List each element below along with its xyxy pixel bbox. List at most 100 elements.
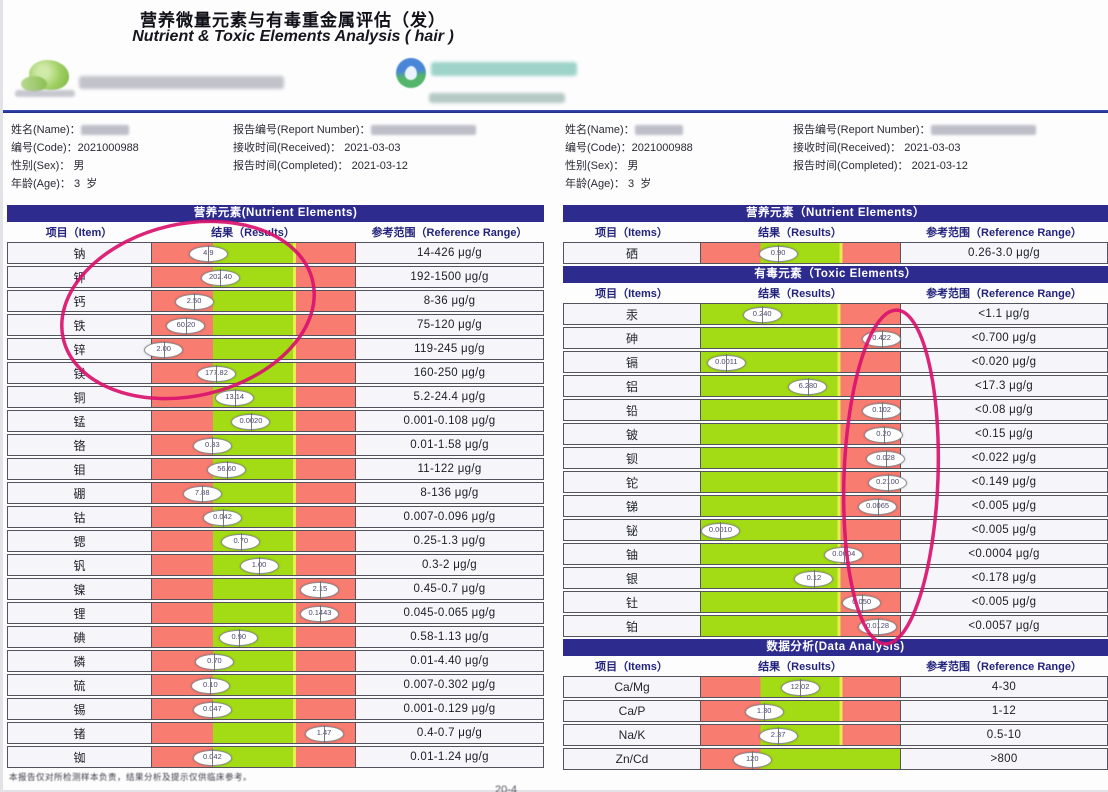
result-range-bar: 6.280 <box>701 376 901 396</box>
result-marker: 120 <box>732 751 772 769</box>
table-row: 钼 56.60 11-122 μg/g <box>7 458 544 480</box>
result-range-bar: 0.70 <box>152 651 356 671</box>
element-name: Ca/Mg <box>564 677 701 697</box>
reference-range: <0.022 μg/g <box>971 452 1037 464</box>
result-range-bar: 0.0010 <box>700 520 901 540</box>
result-marker: 0.422 <box>862 330 902 348</box>
result-range-bar: 2.37 <box>701 725 901 745</box>
reference-range: 11-122 μg/g <box>417 463 482 475</box>
result-range-bar: 60.20 <box>152 315 356 335</box>
table-row: 铁 60.20 75-120 μg/g <box>7 314 544 336</box>
table-row: 碘 0.90 0.58-1.13 μg/g <box>7 626 544 648</box>
element-name: 镍 <box>8 579 152 599</box>
table-row: 铊 0.2100 <0.149 μg/g <box>563 471 1108 493</box>
header-divider <box>3 110 1108 113</box>
completed-date: 2021-03-12 <box>911 160 968 172</box>
result-range-bar: 0.047 <box>152 699 356 719</box>
patient-name-redacted <box>634 125 683 136</box>
element-name: 铂 <box>564 616 701 636</box>
reference-range: <1.1 μg/g <box>978 308 1030 320</box>
section-band-analysis: 数据分析(Data Analysis) <box>563 639 1108 656</box>
table-row: 铜 13.14 5.2-24.4 μg/g <box>7 386 544 408</box>
result-marker: 0.33 <box>192 437 232 455</box>
result-marker: 2.37 <box>758 727 798 745</box>
leaf-icon <box>21 76 47 92</box>
table-row: 钾 202.40 192-1500 μg/g <box>7 266 544 288</box>
element-name: 铝 <box>564 376 701 396</box>
table-row: 镁 177.82 160-250 μg/g <box>7 362 544 384</box>
column-header: 项目（Items） <box>595 227 668 239</box>
result-marker: 56.60 <box>207 461 247 479</box>
result-marker: 7.88 <box>182 485 222 503</box>
result-range-bar: 0.050 <box>701 592 901 612</box>
element-name: 钴 <box>8 507 152 527</box>
result-range-bar: 120 <box>701 749 901 769</box>
lab-logo-left <box>15 60 75 97</box>
result-range-bar: 0.2100 <box>701 472 908 492</box>
element-name: Zn/Cd <box>564 749 701 769</box>
result-marker: 0.90 <box>219 629 259 647</box>
result-range-bar: 0.028 <box>701 448 906 468</box>
result-marker: 0.050 <box>842 594 882 612</box>
element-name: 锌 <box>8 339 152 359</box>
table-row: 锂 0.1443 0.045-0.065 μg/g <box>7 602 544 624</box>
column-header: 结果（Results） <box>211 227 295 239</box>
column-headers: 项目（Items） 结果（Results） 参考范围（Reference Range… <box>563 656 1108 676</box>
reference-range: 4-30 <box>991 681 1017 693</box>
result-range-bar: 1.47 <box>152 723 356 743</box>
result-marker: 0.2100 <box>868 474 908 492</box>
element-name: 碘 <box>8 627 152 647</box>
table-row: Zn/Cd 120 >800 <box>563 748 1108 770</box>
table-row: Ca/P 1.30 1-12 <box>563 700 1108 722</box>
table-row: 铝 6.280 <17.3 μg/g <box>563 375 1108 397</box>
result-range-bar: 2.00 <box>144 339 356 359</box>
reference-range: 0.001-0.108 μg/g <box>403 415 496 427</box>
reference-range: 0.001-0.129 μg/g <box>403 703 496 715</box>
result-marker: 0.042 <box>192 749 232 767</box>
element-name: 铊 <box>564 472 701 492</box>
reference-range: 0.01-4.40 μg/g <box>410 655 489 667</box>
element-name: 钼 <box>8 459 152 479</box>
reference-range: 0.3-2 μg/g <box>421 559 478 571</box>
element-name: 铬 <box>8 435 152 455</box>
patient-code: 2021000988 <box>77 142 139 154</box>
nutrient-table-left: 营养元素(Nutrient Elements) 项目（Item） 结果（Resul… <box>7 205 544 770</box>
result-marker: 0.0011 <box>706 354 746 372</box>
table-row: 铋 0.0010 <0.005 μg/g <box>563 519 1108 541</box>
element-name: 镉 <box>564 352 701 372</box>
table-row: 硼 7.88 8-136 μg/g <box>7 482 544 504</box>
result-marker: 177.82 <box>196 365 236 383</box>
element-name: 铍 <box>564 424 701 444</box>
result-range-bar: 0.1443 <box>152 603 356 623</box>
reference-range: 0.5-10 <box>986 729 1022 741</box>
report-number-redacted <box>370 125 476 136</box>
result-marker: 12.02 <box>780 679 820 697</box>
column-header: 参考范围（Reference Range） <box>926 661 1082 673</box>
result-marker: 0.028 <box>866 450 906 468</box>
result-marker: 0.20 <box>864 426 904 444</box>
reference-range: 8-136 μg/g <box>420 487 479 499</box>
element-name: 汞 <box>564 304 701 324</box>
element-name: 钒 <box>8 555 152 575</box>
reference-range: 0.25-1.3 μg/g <box>413 535 486 547</box>
result-range-bar: 0.70 <box>152 531 356 551</box>
reference-range: 192-1500 μg/g <box>410 271 489 283</box>
result-marker: 60.20 <box>166 317 206 335</box>
report-number-redacted <box>930 125 1036 136</box>
element-name: 铋 <box>564 520 701 540</box>
result-marker: 0.10 <box>190 677 230 695</box>
table-row: 钍 0.050 <0.005 μg/g <box>563 591 1108 613</box>
result-range-bar: 0.240 <box>701 304 901 324</box>
reference-range: <0.020 μg/g <box>971 356 1037 368</box>
element-name: 铅 <box>564 400 701 420</box>
patient-info-left: 姓名(Name)： 编号(Code)：2021000988 性别(Sex)： 男… <box>11 124 139 190</box>
result-range-bar: 0.102 <box>701 400 902 420</box>
result-range-bar: 4.9 <box>152 243 356 263</box>
result-range-bar: 0.042 <box>152 507 356 527</box>
table-row: 钙 2.50 8-36 μg/g <box>7 290 544 312</box>
result-marker: 0.70 <box>221 533 261 551</box>
result-marker: 0.0065 <box>858 498 898 516</box>
element-name: 铀 <box>564 544 701 564</box>
reference-range: >800 <box>990 753 1018 765</box>
